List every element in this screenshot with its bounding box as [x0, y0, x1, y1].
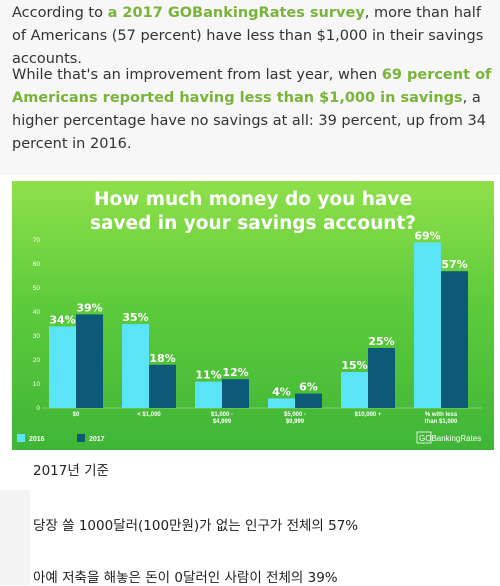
bar-2016 — [341, 372, 368, 408]
y-tick-label: 30 — [33, 333, 41, 340]
y-tick-label: 70 — [33, 237, 41, 244]
data-label-2016: 15% — [341, 359, 367, 372]
y-tick-label: 20 — [33, 357, 41, 364]
category-label: $10,000 + — [355, 412, 382, 418]
data-label-2016: 69% — [414, 229, 440, 242]
data-label-2017: 18% — [149, 352, 175, 365]
korean-caption-1: 2017년 기준 — [33, 463, 109, 479]
bar-2017 — [441, 271, 468, 408]
left-margin-strip — [0, 490, 30, 585]
brand-logo: GOBankingRates — [416, 431, 481, 444]
korean-caption-3: 아예 저축을 해놓은 돈이 0달러인 사람이 전체의 39% — [33, 570, 338, 586]
chart-title-line-1: How much money do you have — [94, 189, 412, 210]
data-label-2017: 12% — [222, 366, 248, 379]
category-label: than $1,000 — [425, 419, 458, 425]
legend-label-2017: 2017 — [89, 436, 105, 443]
bar-2017 — [222, 379, 249, 408]
data-label-2017: 39% — [76, 301, 102, 314]
data-label-2016: 4% — [272, 385, 291, 398]
p1-text-end: , more than half of Americans (57 percen… — [12, 5, 484, 67]
legend-label-2016: 2016 — [29, 436, 45, 443]
category-label: % with less — [425, 412, 458, 418]
category-label: $9,999 — [286, 419, 305, 425]
bar-2016 — [268, 398, 295, 408]
brand-logo-text: GOBankingRates — [419, 434, 481, 443]
category-labels: $0 < $1,000 $1,000 -$4,999 $5,000 -$9,999 $1… — [73, 412, 458, 425]
p1-text-start: According to — [12, 5, 108, 21]
category-label: $0 — [73, 412, 80, 418]
bar-2017 — [295, 393, 322, 408]
category-label: $5,000 - — [284, 412, 306, 418]
data-label-2017: 6% — [299, 381, 318, 394]
article-paragraph-2: While that's an improvement from last ye… — [12, 64, 492, 156]
bar-2016 — [195, 381, 222, 408]
bar-2017 — [76, 314, 103, 408]
bar-2017 — [149, 364, 176, 408]
y-tick-label: 0 — [36, 405, 40, 412]
y-tick-label: 60 — [33, 261, 41, 268]
data-label-2016: 35% — [122, 311, 148, 324]
data-label-2016: 34% — [49, 313, 75, 326]
y-tick-label: 10 — [33, 381, 41, 388]
bar-2016 — [414, 242, 441, 408]
chart-title-line-2: saved in your savings account? — [90, 213, 416, 234]
data-label-2017: 25% — [368, 335, 394, 348]
data-label-2016: 11% — [195, 369, 221, 382]
survey-link[interactable]: a 2017 GOBankingRates survey — [107, 5, 365, 21]
brand-logo-box — [416, 431, 432, 444]
y-tick-label: 50 — [33, 285, 41, 292]
category-label: $4,999 — [213, 419, 232, 425]
chart-svg: How much money do you have saved in your… — [17, 189, 482, 444]
bar-2017 — [368, 348, 395, 408]
y-axis-ticks: 0 10 20 30 40 50 60 70 — [33, 237, 41, 412]
category-label: $1,000 - — [211, 412, 233, 418]
p2-text-end: , a higher percentage have no savings at… — [12, 90, 486, 152]
y-tick-label: 40 — [33, 309, 41, 316]
category-label: < $1,000 — [137, 412, 161, 418]
korean-caption-2: 당장 쓸 1000달러(100만원)가 없는 인구가 전체의 57% — [33, 518, 359, 534]
legend-swatch-2016 — [17, 434, 25, 442]
data-label-2017: 57% — [441, 258, 467, 271]
savings-chart: How much money do you have saved in your… — [12, 181, 494, 450]
savings-link[interactable]: 69 percent of Americans reported having … — [12, 67, 492, 106]
bars-group: 34%39% 35% 18% 11% 12% 4% 6% 15%25% 69% 57% — [49, 229, 468, 408]
legend-swatch-2017 — [77, 434, 85, 442]
p2-text-start: While that's an improvement from last ye… — [12, 67, 382, 83]
bar-2016 — [49, 326, 76, 408]
legend: 2016 2017 — [17, 434, 105, 443]
article-paragraph-1: According to a 2017 GOBankingRates surve… — [12, 2, 492, 71]
bar-2016 — [122, 324, 149, 408]
article-section: According to a 2017 GOBankingRates surve… — [0, 0, 500, 175]
